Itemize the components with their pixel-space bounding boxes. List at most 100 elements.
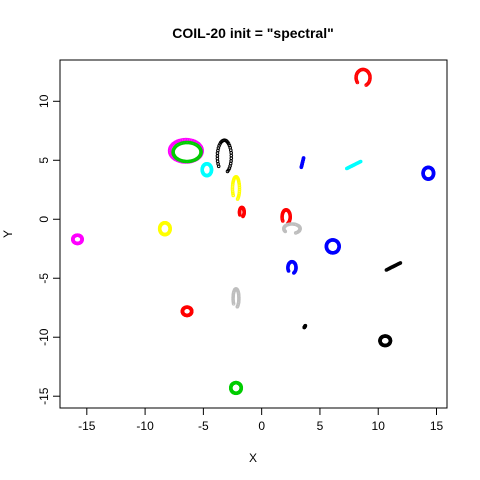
point-cluster	[354, 67, 372, 87]
data-point	[286, 269, 291, 273]
data-point	[230, 184, 235, 188]
data-point	[431, 172, 436, 176]
data-point	[188, 141, 192, 145]
point-cluster	[282, 222, 302, 235]
x-axis: -15 -10 -5 0 5 10 15	[78, 407, 444, 433]
point-cluster	[237, 205, 246, 219]
data-point	[237, 297, 241, 302]
data-point	[238, 213, 242, 217]
data-point	[189, 141, 194, 145]
data-point	[229, 156, 234, 161]
data-point	[216, 164, 221, 169]
data-points	[71, 67, 436, 396]
point-cluster	[384, 261, 403, 272]
point-cluster	[157, 221, 172, 237]
data-point	[189, 309, 194, 314]
y-axis: -15 -10 -5 0 5 10	[37, 94, 61, 405]
point-cluster	[229, 380, 244, 396]
data-point	[231, 292, 236, 297]
point-cluster	[280, 208, 293, 225]
data-point	[186, 159, 191, 164]
data-point	[231, 191, 235, 196]
y-tick-label: -5	[37, 273, 51, 284]
data-point	[231, 193, 235, 198]
data-point	[239, 386, 243, 391]
data-point	[231, 302, 236, 306]
point-cluster	[299, 156, 306, 170]
x-tick-label: 15	[430, 419, 444, 433]
data-point	[231, 182, 235, 186]
plot-frame	[59, 59, 448, 409]
data-point	[183, 159, 188, 164]
data-point	[303, 323, 308, 328]
data-point	[178, 138, 183, 143]
data-point	[231, 179, 236, 183]
x-tick-label: 5	[317, 419, 324, 433]
data-point	[186, 140, 191, 145]
data-point	[182, 137, 186, 142]
point-cluster	[286, 259, 298, 275]
x-tick-label: 10	[372, 419, 386, 433]
data-point	[237, 295, 241, 300]
data-point	[185, 140, 189, 145]
data-point	[237, 184, 242, 188]
x-axis-label: X	[249, 451, 257, 465]
x-tick-label: -15	[78, 419, 96, 433]
point-cluster	[200, 162, 214, 178]
point-cluster	[345, 159, 363, 171]
data-point	[230, 186, 235, 190]
data-point	[199, 151, 203, 155]
y-tick-label: -15	[37, 387, 51, 405]
data-point	[237, 185, 242, 190]
data-point	[180, 159, 185, 163]
data-point	[237, 191, 241, 196]
data-point	[215, 156, 220, 161]
point-cluster	[171, 140, 203, 164]
point-cluster	[378, 334, 393, 348]
x-tick-label: -10	[136, 419, 154, 433]
data-point	[230, 190, 235, 194]
data-point	[180, 138, 185, 142]
y-tick-label: 10	[37, 94, 51, 108]
data-point	[337, 245, 341, 249]
data-point	[283, 229, 288, 234]
data-point	[231, 296, 235, 300]
data-point	[168, 227, 172, 232]
y-axis-label: Y	[1, 230, 15, 238]
data-point	[281, 219, 285, 223]
point-cluster	[230, 175, 242, 201]
data-point	[301, 156, 306, 160]
data-point	[209, 168, 214, 173]
chart-title: COIL-20 init = "spectral"	[172, 25, 334, 41]
data-point	[237, 187, 242, 192]
data-point	[237, 189, 242, 194]
data-point	[231, 294, 235, 299]
y-tick-label: -10	[37, 328, 51, 346]
data-point	[237, 182, 241, 186]
data-point	[231, 180, 235, 185]
y-tick-label: 5	[37, 157, 51, 164]
data-point	[237, 193, 241, 197]
point-cluster	[421, 165, 436, 181]
data-point	[185, 159, 189, 164]
point-cluster	[231, 287, 241, 309]
data-point	[229, 159, 233, 163]
x-tick-label: -5	[198, 419, 209, 433]
data-point	[215, 151, 220, 155]
x-tick-label: 0	[258, 419, 265, 433]
point-cluster	[180, 305, 194, 318]
data-point	[355, 80, 360, 85]
point-cluster	[71, 233, 84, 246]
data-point	[183, 140, 188, 145]
data-point	[358, 159, 363, 164]
data-point	[182, 159, 186, 163]
point-cluster	[302, 323, 308, 330]
data-point	[398, 261, 403, 265]
point-cluster	[215, 138, 234, 174]
data-point	[237, 298, 241, 303]
data-point	[80, 238, 84, 242]
y-tick-label: 0	[37, 216, 51, 223]
data-point	[388, 339, 393, 344]
data-point	[230, 188, 235, 192]
